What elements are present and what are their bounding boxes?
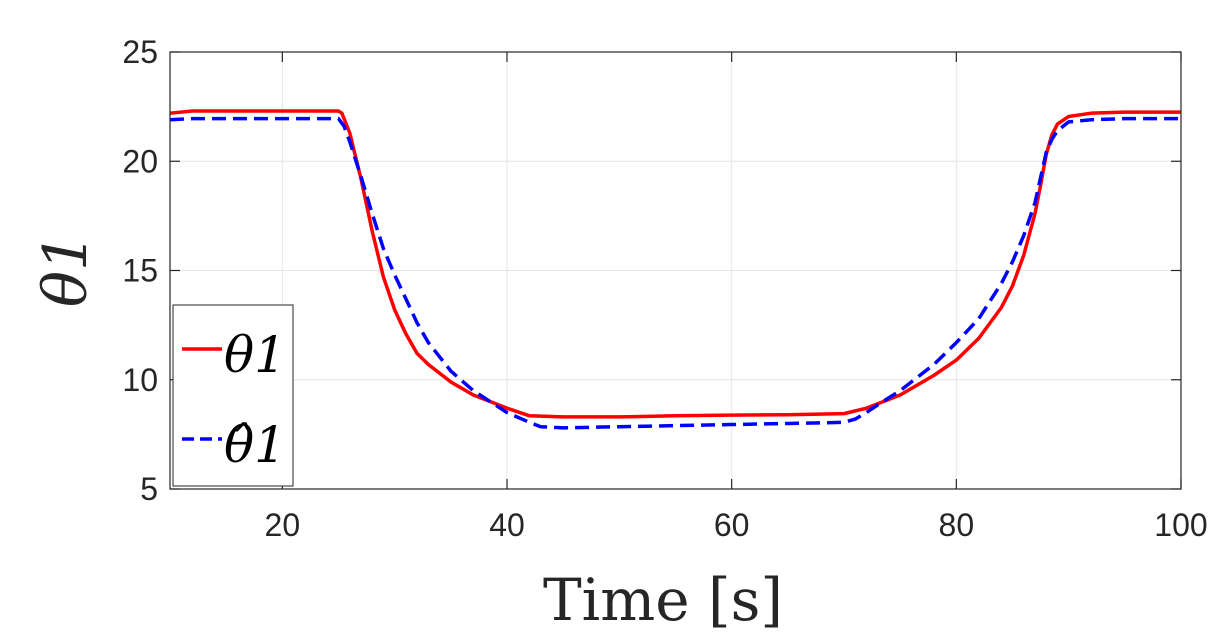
legend-box: [172, 304, 294, 487]
y-tick-label-4: 25: [122, 34, 158, 70]
x-tick-label-1: 40: [489, 507, 525, 543]
tick-labels: 20 40 60 80 100 5 10 15 20 25: [122, 34, 1207, 543]
y-tick-label-3: 20: [122, 143, 158, 179]
y-tick-label-2: 15: [122, 253, 158, 289]
legend-label-theta-hat: θ̂1: [224, 416, 286, 474]
x-tick-label-0: 20: [265, 507, 301, 543]
legend: θ1 θ̂1: [172, 304, 294, 487]
x-tick-label-4: 100: [1154, 507, 1207, 543]
y-tick-label-1: 10: [122, 362, 158, 398]
x-axis-title: Time [s]: [543, 566, 783, 634]
series-layer: [169, 109, 1181, 430]
x-tick-label-3: 80: [939, 507, 975, 543]
series-line-1: [169, 116, 1181, 430]
x-tick-label-2: 60: [714, 507, 750, 543]
y-tick-label-0: 5: [140, 471, 158, 507]
legend-label-theta: θ1: [224, 326, 286, 384]
y-axis-title: θ1: [31, 233, 101, 307]
